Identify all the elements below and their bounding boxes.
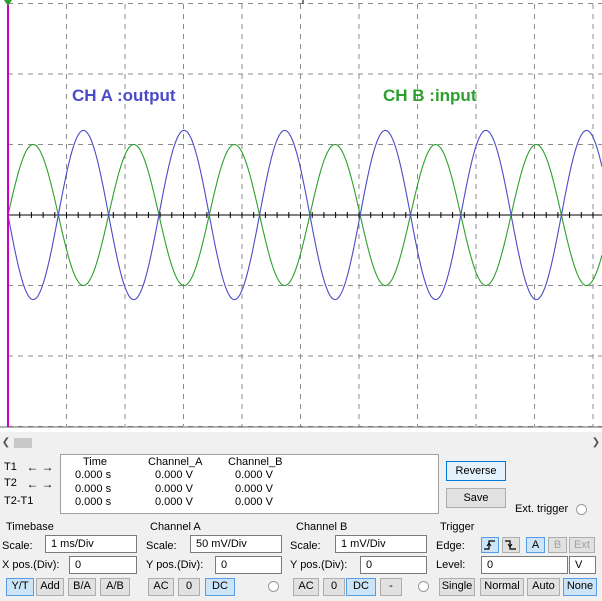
t1-left-arrow-icon[interactable]: ← <box>26 460 39 474</box>
trigger-level-field[interactable]: 0 <box>481 556 568 574</box>
readout-header-time: Time <box>83 456 108 468</box>
readout-t2t1-a: 0.000 V <box>155 496 193 508</box>
channel-b-dc-button[interactable]: DC <box>346 578 376 596</box>
channel-a-scale-field[interactable]: 50 mV/Div <box>190 535 282 553</box>
trigger-edge-label: Edge: <box>436 540 465 552</box>
falling-edge-icon <box>505 540 516 550</box>
readout-t2t1-b: 0.000 V <box>235 496 273 508</box>
horizontal-scrollbar[interactable]: ❮ ❯ <box>0 436 602 450</box>
cursor-t2-label: T2 <box>4 477 17 489</box>
cursor-t2t1-label: T2-T1 <box>4 495 34 507</box>
trigger-level-unit[interactable]: V <box>569 556 596 574</box>
reverse-button[interactable]: Reverse <box>446 461 506 481</box>
trigger-source-b-button[interactable]: B <box>548 537 567 553</box>
channel-b-trace <box>7 143 602 287</box>
readout-header-channel-b: Channel_B <box>228 456 283 468</box>
trigger-source-a-button[interactable]: A <box>526 537 545 553</box>
readout-t1-time: 0.000 s <box>75 469 112 481</box>
channel-b-scale-field[interactable]: 1 mV/Div <box>335 535 427 553</box>
timebase-xpos-field[interactable]: 0 <box>69 556 137 574</box>
channel-a-title: Channel A <box>150 521 201 533</box>
trigger-level-label: Level: <box>436 559 466 571</box>
rising-edge-button[interactable] <box>481 537 499 553</box>
readout-t1-b: 0.000 V <box>235 469 273 481</box>
rising-edge-icon <box>484 540 495 550</box>
readout-t1-a: 0.000 V <box>155 469 193 481</box>
readout-t2-b: 0.000 V <box>235 483 273 495</box>
ext-trigger-label: Ext. trigger <box>515 503 569 515</box>
channel-a-ac-button[interactable]: AC <box>148 578 174 596</box>
channel-a-annotation: CH A :output <box>72 86 176 105</box>
channel-b-radio[interactable] <box>418 581 429 592</box>
t2-left-arrow-icon[interactable]: ← <box>26 477 39 491</box>
readout-t2-time: 0.000 s <box>75 483 112 495</box>
channel-a-scale-label: Scale: <box>146 540 177 552</box>
t1-right-arrow-icon[interactable]: → <box>41 460 54 474</box>
channel-b-annotation: CH B :input <box>383 86 477 105</box>
save-button[interactable]: Save <box>446 488 506 508</box>
scroll-left-icon[interactable]: ❮ <box>1 437 11 448</box>
trigger-none-button[interactable]: None <box>563 578 597 596</box>
falling-edge-button[interactable] <box>502 537 520 553</box>
channel-b-minus-button[interactable]: - <box>380 578 402 596</box>
channel-a-dc-button[interactable]: DC <box>205 578 235 596</box>
oscilloscope-screen: CH A :output CH B :input <box>0 0 602 432</box>
readout-header-channel-a: Channel_A <box>148 456 203 468</box>
channel-b-ac-button[interactable]: AC <box>293 578 319 596</box>
readout-table: Time Channel_A Channel_B 0.000 s 0.000 V… <box>60 454 439 514</box>
timebase-xpos-label: X pos.(Div): <box>2 559 60 571</box>
mode-ba-button[interactable]: B/A <box>68 578 96 596</box>
t2-right-arrow-icon[interactable]: → <box>41 477 54 491</box>
channel-b-title: Channel B <box>296 521 348 533</box>
channel-a-ypos-label: Y pos.(Div): <box>146 559 204 571</box>
channel-a-trace <box>7 129 602 301</box>
mode-add-button[interactable]: Add <box>36 578 64 596</box>
scroll-thumb[interactable] <box>14 438 32 448</box>
trigger-title: Trigger <box>440 521 475 533</box>
cursor-t1-marker <box>4 0 12 6</box>
trigger-auto-button[interactable]: Auto <box>527 578 560 596</box>
cursor-t1-label: T1 <box>4 461 17 473</box>
trigger-source-ext-button[interactable]: Ext <box>569 537 595 553</box>
scroll-right-icon[interactable]: ❯ <box>591 437 601 448</box>
timebase-scale-label: Scale: <box>2 540 33 552</box>
channel-b-ypos-field[interactable]: 0 <box>360 556 427 574</box>
timebase-scale-field[interactable]: 1 ms/Div <box>45 535 137 553</box>
channel-a-ypos-field[interactable]: 0 <box>215 556 282 574</box>
timebase-title: Timebase <box>6 521 54 533</box>
channel-a-zero-button[interactable]: 0 <box>178 578 200 596</box>
channel-b-ypos-label: Y pos.(Div): <box>290 559 348 571</box>
channel-b-zero-button[interactable]: 0 <box>323 578 345 596</box>
channel-a-radio[interactable] <box>268 581 279 592</box>
trigger-normal-button[interactable]: Normal <box>480 578 524 596</box>
ext-trigger-radio[interactable] <box>576 504 587 515</box>
readout-t2t1-time: 0.000 s <box>75 496 112 508</box>
mode-ab-button[interactable]: A/B <box>100 578 130 596</box>
channel-b-scale-label: Scale: <box>290 540 321 552</box>
mode-yt-button[interactable]: Y/T <box>6 578 34 596</box>
trigger-single-button[interactable]: Single <box>439 578 475 596</box>
scope-plot <box>0 0 602 428</box>
readout-t2-a: 0.000 V <box>155 483 193 495</box>
